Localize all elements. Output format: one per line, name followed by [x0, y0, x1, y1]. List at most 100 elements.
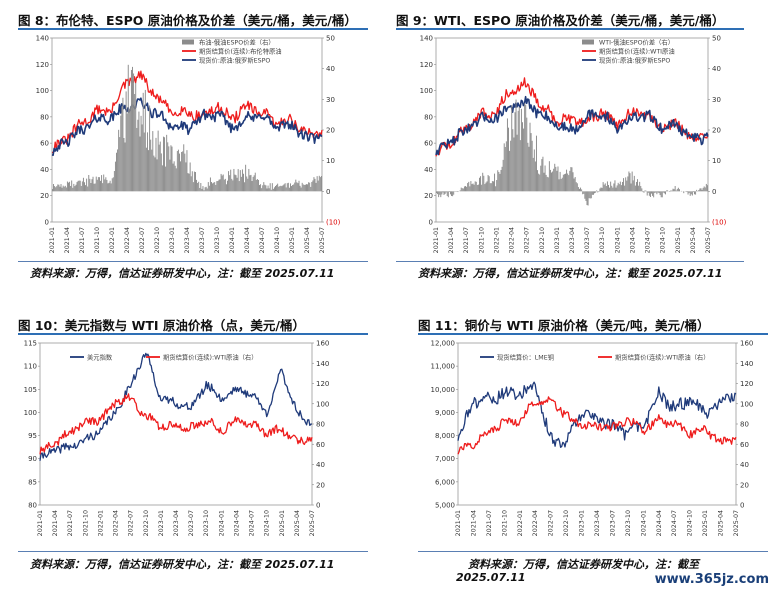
x-tick-label: 2025-04	[304, 227, 311, 253]
spread-bar	[594, 191, 596, 194]
spread-bar	[552, 171, 554, 192]
y-left-tick-label: 115	[24, 340, 37, 348]
spread-bar	[621, 181, 623, 192]
spread-bar	[207, 182, 209, 192]
x-tick-label: 2022-07	[139, 227, 146, 253]
x-tick-label: 2024-01	[229, 227, 236, 253]
spread-bar	[585, 191, 587, 201]
spread-bar	[309, 182, 311, 192]
y-left-tick-label: 20	[424, 192, 433, 200]
spread-bar	[494, 173, 496, 192]
spread-bar	[271, 183, 273, 192]
x-tick-label: 2023-10	[203, 510, 210, 536]
panel-fig11: 图 11：铜价与 WTI 原油价格（美元/吨，美元/桶） 5,000 6,000 7…	[388, 305, 777, 593]
spread-bar	[87, 186, 89, 192]
spread-bar	[443, 191, 445, 195]
spread-bar	[498, 171, 500, 192]
spread-bar	[540, 165, 542, 192]
spread-bar	[154, 157, 156, 192]
spread-bar	[574, 177, 576, 192]
spread-bar	[143, 132, 145, 192]
spread-bar	[512, 129, 514, 192]
spread-bar	[263, 182, 265, 192]
spread-bar	[442, 191, 444, 193]
y-right-tick-label: 20	[316, 481, 325, 489]
spread-bar	[616, 185, 618, 192]
spread-bar	[583, 191, 585, 194]
spread-bar	[461, 188, 463, 192]
spread-bar	[98, 177, 100, 192]
spread-bar	[238, 181, 240, 192]
spread-bar	[170, 145, 172, 192]
spread-bar	[72, 187, 74, 192]
spread-bar	[578, 188, 580, 192]
spread-bar	[700, 188, 702, 192]
spread-bar	[529, 122, 531, 192]
y-right-tick-label: 0	[740, 502, 744, 510]
spread-bar	[146, 132, 148, 192]
spread-bar	[267, 185, 269, 192]
spread-bar	[317, 180, 319, 192]
y-right-tick-label: 20	[326, 127, 335, 135]
spread-bar	[90, 183, 92, 192]
spread-bar	[105, 177, 107, 192]
x-tick-label: 2024-04	[244, 227, 251, 253]
fig11-bottom-rule	[418, 551, 768, 552]
fig10-source: 资料来源：万得，信达证券研发中心，注：截至 2025.07.11	[30, 558, 335, 571]
y-left-tick-label: 100	[24, 409, 37, 417]
spread-bar	[673, 189, 675, 192]
spread-bar	[509, 150, 511, 192]
spread-bar	[588, 191, 590, 199]
y-left-tick-label: 60	[424, 140, 433, 148]
spread-bar	[606, 181, 608, 192]
y-right-tick-label: 80	[316, 421, 325, 429]
spread-bar	[168, 146, 170, 192]
spread-bar	[95, 176, 97, 192]
spread-bar	[499, 173, 501, 192]
spread-bar	[656, 191, 658, 195]
spread-bar	[699, 188, 701, 192]
spread-bars	[52, 64, 322, 192]
y-right-tick-label: 0	[712, 188, 716, 196]
spread-bar	[157, 130, 159, 192]
spread-bar	[302, 184, 304, 192]
spread-bar	[248, 168, 250, 192]
spread-bar	[532, 157, 534, 192]
x-tick-label: 2022-10	[143, 510, 150, 536]
spread-bar	[150, 139, 152, 192]
spread-bar	[161, 165, 163, 192]
spread-bar	[288, 187, 290, 192]
spread-bar	[262, 185, 264, 192]
spread-bar	[522, 122, 523, 192]
fig11-chart: 5,000 6,000 7,000 8,000 9,000 10,000 11,000 12,…	[431, 340, 754, 537]
spread-bar	[444, 191, 446, 194]
spread-bar	[221, 175, 223, 192]
spread-bar	[283, 184, 285, 192]
spread-bar	[538, 173, 540, 192]
spread-bar	[126, 113, 128, 192]
spread-bar	[640, 186, 642, 192]
spread-bar	[689, 191, 691, 196]
y-right-tick-label: (10)	[326, 219, 341, 227]
y-right-tick-label: 140	[740, 360, 753, 368]
spread-bar	[166, 134, 168, 192]
x-tick-label: 2023-04	[594, 510, 601, 536]
x-tick-label: 2022-01	[109, 227, 116, 253]
x-tick-label: 2025-01	[279, 510, 286, 536]
spread-bar	[227, 180, 228, 192]
fig10-title-rule	[18, 333, 368, 335]
fig11-title-rule	[418, 333, 768, 335]
spread-bar	[79, 180, 81, 192]
x-tick-label: 2021-07	[463, 227, 470, 253]
panel-fig8: 图 8：布伦特、ESPO 原油价格及价差（美元/桶，美元/桶） 0 20 40 60 8…	[0, 0, 390, 285]
y-right-tick-label: 0	[326, 188, 330, 196]
spread-bar	[541, 159, 543, 192]
y-left-tick-label: 100	[420, 87, 433, 95]
y-left-tick-label: 140	[420, 35, 433, 43]
spread-bar	[620, 185, 622, 192]
spread-bar	[601, 187, 603, 192]
spread-bar	[176, 151, 178, 192]
spread-bar	[459, 190, 461, 192]
spread-bar	[197, 182, 199, 192]
x-tick-label: 2021-04	[448, 227, 455, 253]
